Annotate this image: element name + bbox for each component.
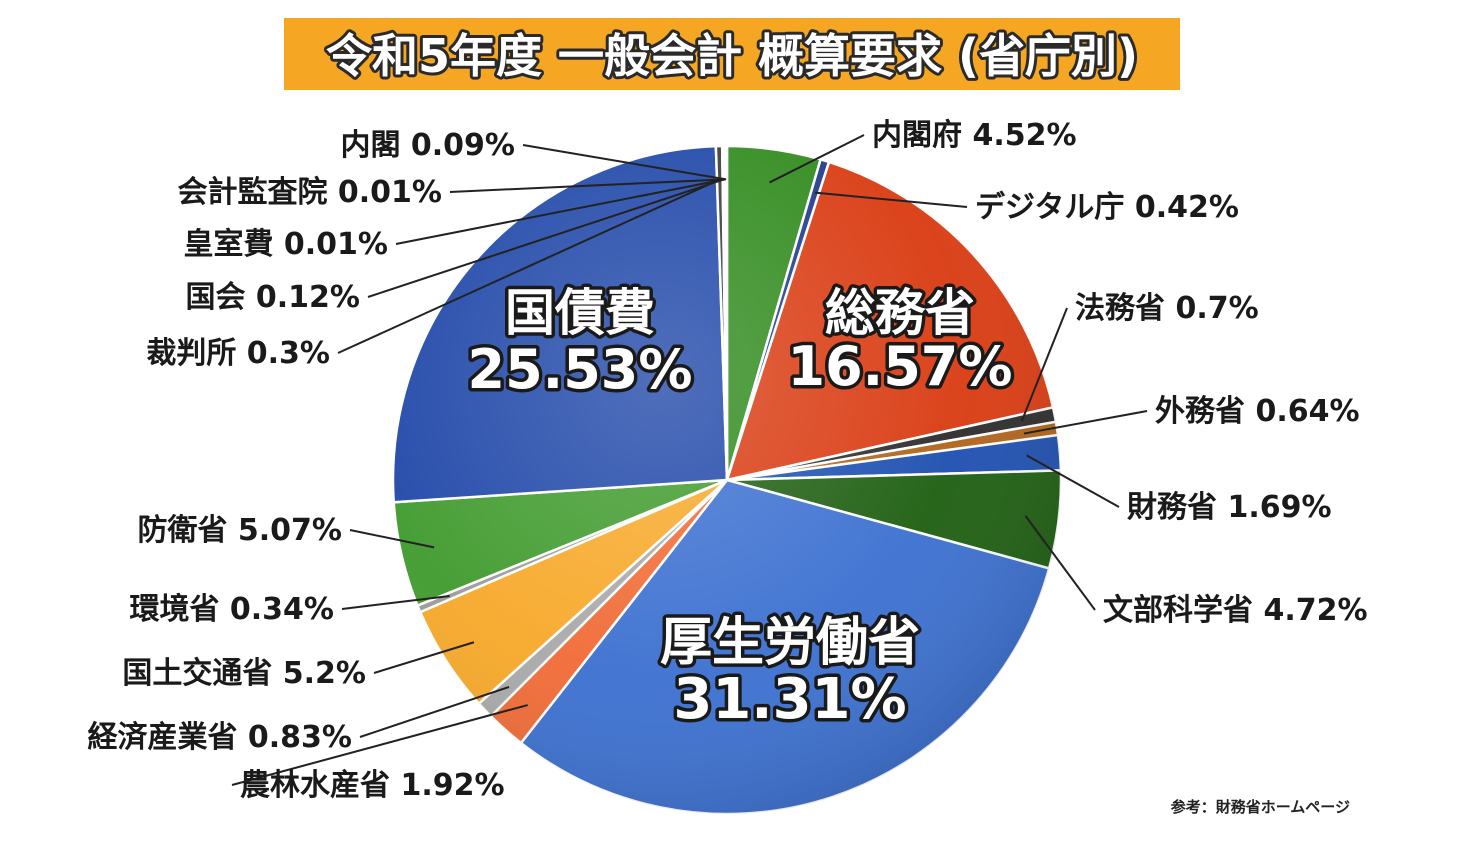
leader-line: [359, 686, 510, 738]
callout-label: 法務省 0.7%: [1075, 291, 1259, 326]
slice-name-label: 総務省: [825, 284, 975, 342]
callout-label: 環境省 0.34%: [129, 592, 334, 627]
leader-line: [522, 144, 727, 181]
leader-line: [1023, 410, 1148, 435]
leader-line: [341, 594, 450, 610]
leader-line: [1026, 454, 1120, 508]
callout-label: 農林水産省 1.92%: [240, 768, 505, 803]
callout-label: 文部科学省 4.72%: [1103, 593, 1368, 628]
source-note: 参考：財務省ホームページ: [1171, 798, 1350, 816]
slice-name-label: 国債費: [505, 284, 655, 342]
callout-label: 財務省 1.69%: [1127, 490, 1332, 525]
callout-label: 外務省 0.64%: [1155, 394, 1360, 429]
leader-line: [814, 191, 968, 208]
slice-value-label: 25.53%: [468, 338, 693, 401]
title-banner: [284, 18, 1180, 90]
callout-label: 皇室費 0.01%: [183, 227, 388, 262]
callout-label: デジタル庁 0.42%: [975, 190, 1239, 225]
leader-line: [231, 704, 528, 786]
chart-title: 令和5年度 一般会計 概算要求 (省庁別): [326, 29, 1138, 83]
callout-label: 内閣 0.09%: [340, 128, 515, 163]
callout-label: 会計監査院 0.01%: [177, 175, 442, 210]
leader-lines: [231, 134, 1148, 786]
leader-line: [769, 134, 865, 184]
slice-value-label: 16.57%: [788, 335, 1013, 398]
leader-line: [367, 178, 725, 298]
slice-name-label: 厚生労働省: [660, 613, 920, 673]
leader-line: [449, 178, 726, 193]
callout-label: 内閣府 4.52%: [872, 118, 1077, 153]
callout-label: 防衛省 5.07%: [137, 513, 342, 548]
leader-line: [373, 641, 475, 674]
leader-line: [349, 529, 435, 549]
callout-label: 国土交通省 5.2%: [122, 656, 366, 691]
callout-label: 裁判所 0.3%: [146, 336, 330, 371]
callout-label: 国会 0.12%: [185, 280, 360, 315]
leader-line: [1024, 515, 1096, 611]
leader-line: [337, 178, 721, 354]
leader-line: [395, 178, 726, 245]
slice-value-label: 31.31%: [673, 667, 906, 732]
callout-label: 経済産業省 0.83%: [87, 720, 352, 755]
leader-line: [1020, 307, 1068, 422]
